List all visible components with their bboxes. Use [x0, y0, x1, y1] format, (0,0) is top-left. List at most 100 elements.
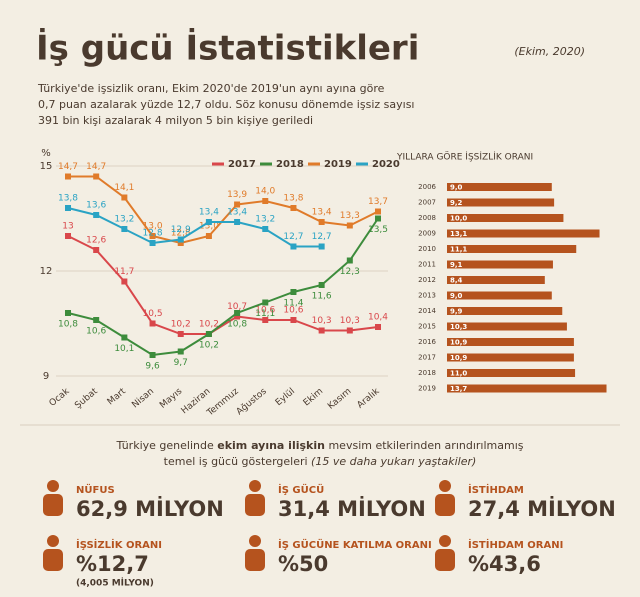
point	[149, 240, 156, 246]
bar	[447, 183, 552, 191]
bar	[447, 307, 563, 315]
point	[234, 201, 241, 208]
legend-label: 2020	[372, 159, 400, 170]
point	[346, 257, 353, 264]
legend-label: 2017	[228, 159, 256, 170]
y-tick-label: 2015	[418, 323, 436, 331]
data-label: 13,3	[340, 211, 360, 221]
data-label: 10,0	[450, 215, 467, 223]
y-tick-label: 2010	[418, 245, 436, 253]
data-label: 13,0	[143, 222, 163, 232]
y-tick-label: 2011	[418, 261, 436, 269]
data-label: 13,7	[450, 385, 467, 393]
point	[65, 310, 71, 316]
data-label: 10,8	[58, 320, 78, 330]
date: (Ekim, 2020)	[514, 45, 585, 58]
stat-value: %43,6	[468, 552, 541, 576]
icon	[249, 480, 261, 492]
stat-label: İŞ GÜCÜNE KATILMA ORANI	[278, 537, 432, 551]
point	[177, 348, 184, 355]
icons	[43, 480, 455, 571]
stat-label: İSTİHDAM	[468, 482, 524, 496]
bar	[447, 229, 600, 238]
data-label: 9,1	[450, 261, 463, 269]
bar-chart-title: YILLARA GÖRE İŞSİZLİK ORANI	[396, 152, 533, 163]
bar	[447, 245, 577, 253]
data-label: 9,0	[450, 292, 463, 300]
point	[93, 317, 100, 323]
stat-value: 62,9 MİLYON	[76, 496, 224, 521]
y-tick-label: 9	[43, 371, 49, 382]
data-label: 11,6	[312, 292, 332, 302]
stat-note: (4,005 MİLYON)	[76, 578, 154, 589]
data-label: 10,6	[255, 306, 275, 316]
bar	[447, 198, 555, 207]
bar	[447, 369, 576, 377]
data-label: 11,4	[283, 299, 303, 309]
stat-label: İŞ GÜCÜ	[278, 482, 324, 496]
bar	[447, 291, 552, 300]
point	[346, 222, 353, 229]
stat-value: %50	[278, 552, 328, 576]
point	[290, 289, 297, 295]
point	[121, 226, 128, 232]
data-label: 12,7	[283, 232, 303, 242]
data-label: 9,7	[174, 358, 188, 368]
data-label: 9,6	[145, 362, 160, 372]
y-tick-label: 2009	[418, 230, 436, 238]
data-label: 10,8	[227, 320, 247, 330]
y-tick-label: 2014	[418, 307, 436, 315]
bar	[447, 260, 553, 269]
y-tick-label: 2017	[418, 354, 436, 362]
data-label: 13,7	[368, 197, 388, 207]
data-label: 9,0	[450, 184, 463, 192]
data-label: 10,1	[114, 344, 134, 354]
stat-label: İSTİHDAM ORANI	[468, 537, 563, 551]
stat-label: NÜFUS	[76, 482, 115, 496]
intro-line: Türkiye'de işsizlik oranı, Ekim 2020'de …	[37, 82, 385, 95]
point	[262, 299, 269, 306]
y-tick-label: 2006	[418, 183, 436, 191]
data-label: 10,3	[340, 316, 360, 326]
data-label: 12,3	[340, 267, 360, 277]
legend-label: 2018	[276, 159, 304, 170]
data-label: 13,9	[227, 190, 247, 200]
data-label: 10,6	[86, 327, 106, 337]
data-label: 13,1	[450, 230, 467, 238]
data-label: 10,2	[199, 341, 219, 351]
data-label: 10,3	[450, 323, 467, 331]
point	[262, 198, 269, 204]
data-label: 9,2	[450, 199, 463, 207]
data-label: 12,8	[171, 229, 191, 239]
point	[375, 215, 381, 222]
legend-label: 2019	[324, 159, 352, 170]
data-label: 13,5	[368, 225, 388, 235]
data-label: 13,0	[199, 222, 219, 232]
point	[318, 243, 325, 250]
point	[318, 282, 325, 288]
stat-value: 31,4 MİLYON	[278, 496, 426, 521]
point	[290, 243, 297, 250]
series-line	[67, 235, 379, 335]
data-label: 10,9	[450, 339, 467, 347]
data-label: 14,7	[86, 162, 106, 172]
point	[149, 352, 156, 358]
data-label: 13,4	[199, 208, 219, 218]
y-tick-label: 2007	[418, 199, 436, 207]
bar	[447, 276, 545, 284]
data-label: 13,4	[312, 208, 332, 218]
icon	[435, 494, 455, 516]
data-label: 11,7	[114, 267, 134, 277]
icon	[47, 535, 59, 547]
series-line	[67, 207, 322, 248]
point	[234, 310, 241, 316]
point	[290, 317, 297, 323]
data-label: 13	[62, 222, 73, 232]
point	[234, 313, 241, 320]
stat-label: İŞSİZLİK ORANI	[76, 537, 162, 551]
intro-line: 0,7 puan azalarak yüzde 12,7 oldu. Söz k…	[38, 98, 414, 111]
point	[93, 212, 100, 218]
point	[346, 327, 353, 334]
point	[262, 226, 269, 232]
data-label: 13,8	[283, 194, 303, 204]
